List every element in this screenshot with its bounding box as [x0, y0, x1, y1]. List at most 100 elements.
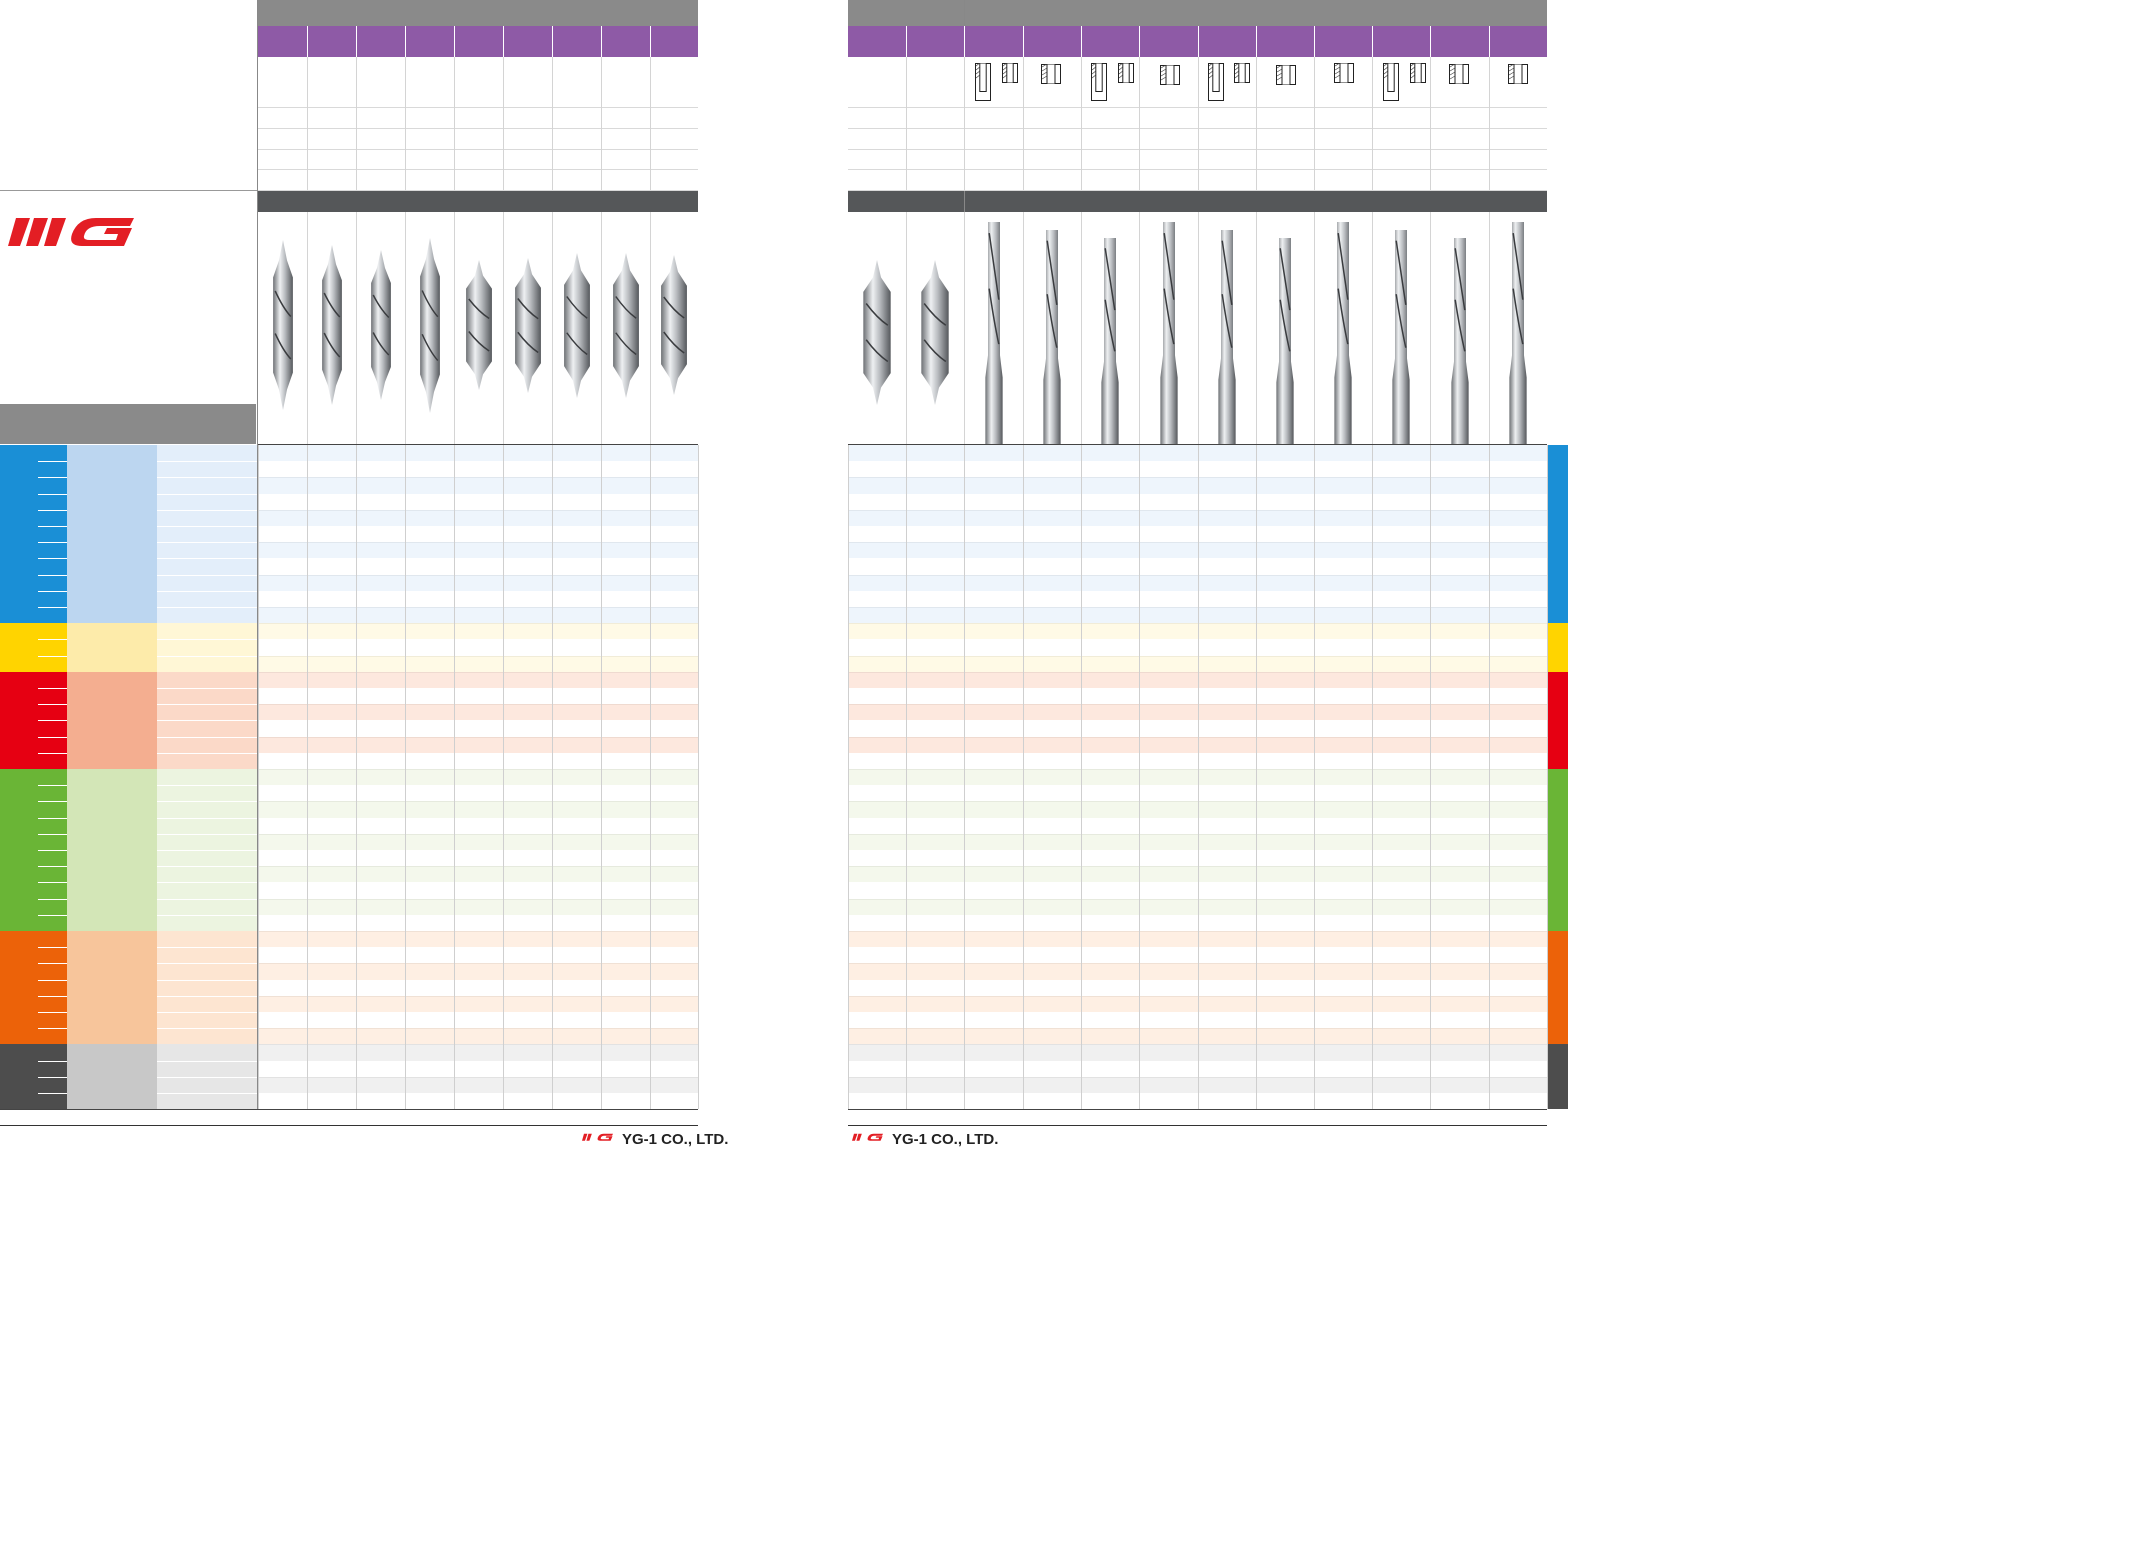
material-group-index-bar-M	[38, 623, 67, 672]
header-grid-col-line	[1256, 57, 1257, 190]
footer-company-name: YG-1 CO., LTD.	[892, 1131, 999, 1148]
row-line	[157, 526, 257, 527]
table-row	[258, 1028, 698, 1045]
left-header-purple-bar	[258, 26, 698, 57]
row-line	[38, 1060, 67, 1062]
table-row	[258, 866, 698, 883]
table-row	[258, 882, 698, 899]
purple-cell-divider	[1256, 26, 1257, 57]
header-grid-col-line	[503, 57, 504, 190]
row-line	[157, 639, 257, 641]
material-group-bar-N	[0, 769, 38, 931]
row-line	[38, 574, 67, 576]
center-drill-b	[921, 260, 949, 405]
reamer-8	[1392, 230, 1410, 444]
row-line	[38, 914, 67, 916]
header-grid-row-line	[258, 128, 698, 129]
footer-company-name: YG-1 CO., LTD.	[622, 1131, 729, 1148]
row-line	[38, 477, 67, 479]
row-line	[157, 720, 257, 722]
purple-cell-divider	[1372, 26, 1373, 57]
center-drill-5	[465, 260, 492, 390]
tool-col-line	[906, 212, 907, 444]
material-group-desc-cell-M	[157, 623, 257, 672]
table-col-line	[964, 445, 965, 1110]
row-line	[38, 995, 67, 997]
table-col-line	[906, 445, 907, 1110]
header-grid-col-line	[1198, 57, 1199, 190]
row-line	[157, 607, 257, 608]
header-grid-col-line	[964, 57, 965, 190]
hole-type-icon	[1508, 64, 1528, 84]
center-drill-3	[370, 250, 391, 400]
table-row	[258, 542, 698, 559]
row-line	[38, 801, 67, 803]
table-col-line	[405, 445, 406, 1110]
table-col-line	[1198, 445, 1199, 1110]
material-group-tab-P	[1548, 445, 1568, 624]
table-row	[258, 947, 698, 964]
table-row	[258, 655, 698, 672]
material-group-tab-M	[1548, 623, 1568, 672]
row-line	[157, 688, 257, 689]
row-line	[38, 558, 67, 560]
table-row	[258, 736, 698, 753]
header-grid-col-line	[1430, 57, 1431, 190]
table-row	[258, 607, 698, 624]
tool-col-line	[1139, 212, 1140, 444]
hole-type-icon	[1410, 63, 1426, 83]
reamer-3	[1101, 238, 1119, 444]
table-col-line	[307, 445, 308, 1110]
header-grid-row-line	[848, 149, 1547, 150]
row-line	[38, 947, 67, 949]
table-col-line	[503, 445, 504, 1110]
row-line	[38, 850, 67, 851]
tool-col-line	[503, 212, 504, 444]
table-col-line	[1256, 445, 1257, 1110]
header-grid-col-line	[1489, 57, 1490, 190]
row-line	[157, 461, 257, 463]
tool-col-line	[1314, 212, 1315, 444]
table-col-line	[258, 445, 259, 1110]
header-grid-col-line	[454, 57, 455, 190]
material-group-tab-K	[1548, 671, 1568, 769]
tool-col-line	[1081, 212, 1082, 444]
material-group-index-bar-P	[38, 445, 67, 624]
hole-type-icon	[1091, 63, 1107, 101]
row-line	[157, 704, 257, 706]
row-line	[38, 720, 67, 722]
material-group-name-cell-P	[67, 445, 157, 624]
header-grid-row-line	[848, 128, 1547, 129]
center-drill-1	[272, 240, 293, 410]
hole-type-icon	[1276, 65, 1296, 85]
reamer-7	[1334, 222, 1352, 444]
table-col-line	[1081, 445, 1082, 1110]
row-line	[38, 817, 67, 819]
table-row	[258, 898, 698, 915]
material-group-name-cell-H	[67, 1044, 157, 1110]
hole-type-icon	[1160, 65, 1180, 85]
material-group-bar-P	[0, 445, 38, 624]
center-drill-8	[612, 252, 639, 398]
header-grid-col-line	[1372, 57, 1373, 190]
row-line	[157, 736, 257, 738]
purple-cell-divider	[503, 26, 504, 57]
row-line	[157, 590, 257, 592]
row-line	[38, 590, 67, 592]
material-group-bar-K	[0, 671, 38, 769]
table-col-line	[454, 445, 455, 1110]
center-drill-2	[321, 245, 342, 405]
header-grid-row-line	[258, 107, 698, 108]
reamer-10	[1509, 222, 1527, 444]
row-line	[38, 866, 67, 868]
table-row	[258, 1044, 698, 1061]
purple-cell-divider	[356, 26, 357, 57]
table-row	[258, 801, 698, 818]
row-line	[157, 882, 257, 884]
row-line	[157, 493, 257, 495]
table-row	[258, 752, 698, 769]
table-row	[258, 558, 698, 575]
purple-cell-divider	[454, 26, 455, 57]
purple-cell-divider	[1489, 26, 1490, 57]
purple-cell-divider	[552, 26, 553, 57]
